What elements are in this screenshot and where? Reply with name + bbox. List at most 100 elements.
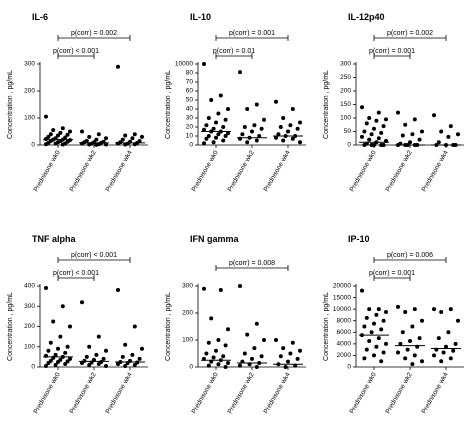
y-tick-label: 200 [24, 323, 35, 330]
data-point [374, 344, 379, 349]
data-point [130, 136, 135, 141]
data-point [140, 134, 144, 139]
data-point [420, 359, 424, 364]
data-point [84, 354, 89, 359]
data-point [94, 137, 99, 142]
data-point [68, 129, 72, 134]
y-tick-label: 20 [186, 124, 194, 131]
data-point [226, 327, 230, 332]
y-tick-label: 200 [340, 88, 351, 95]
data-point [364, 315, 369, 320]
y-tick-label: 250 [340, 74, 351, 81]
data-point [204, 123, 209, 128]
y-tick-label: 10000 [333, 306, 351, 313]
data-point [104, 363, 108, 368]
x-tick-label: Prednisone wk0 [349, 149, 378, 193]
data-point [448, 356, 453, 361]
data-point [288, 351, 293, 356]
data-point [120, 354, 125, 359]
data-point [436, 336, 441, 341]
data-point [96, 334, 101, 339]
data-point [204, 136, 209, 141]
y-tick-label: 50 [186, 97, 194, 104]
data-point [123, 363, 128, 368]
bracket-label: p(corr) = 0.008 [229, 260, 275, 267]
data-point [46, 348, 51, 353]
data-point [80, 129, 84, 134]
data-point [216, 132, 221, 137]
data-point [51, 128, 56, 133]
data-point [381, 318, 386, 323]
y-tick-label: 100 [182, 337, 193, 344]
data-point [53, 352, 58, 357]
data-point [274, 338, 278, 342]
data-point [202, 286, 206, 291]
data-point [376, 110, 381, 115]
data-point [372, 126, 376, 131]
data-point [48, 132, 53, 137]
bracket-label: p(corr) = 0.006 [387, 252, 433, 259]
data-point [218, 288, 223, 293]
bracket-label: p(corr) = 0.001 [369, 48, 415, 55]
data-point [51, 319, 56, 324]
data-point [216, 338, 221, 342]
data-point [80, 300, 84, 305]
data-point [245, 140, 250, 145]
y-tick-label: 15000 [333, 294, 351, 301]
data-point [274, 99, 278, 104]
data-point [362, 324, 367, 329]
data-point [379, 130, 384, 135]
data-point [400, 330, 405, 335]
y-tick-label: 0 [189, 142, 193, 149]
data-point [408, 338, 412, 343]
data-point [238, 284, 242, 288]
data-point [96, 132, 101, 137]
y-tick-label: 0 [189, 364, 193, 371]
y-axis-label: Concentration , pg/mL [323, 70, 330, 139]
data-point [123, 142, 128, 147]
data-point [410, 132, 415, 137]
data-point [446, 330, 451, 335]
data-point [250, 129, 254, 134]
y-tick-label: 100 [24, 115, 35, 122]
y-tick-label: 300 [24, 303, 35, 310]
data-point [396, 110, 400, 115]
data-point [58, 334, 63, 339]
data-point [242, 125, 247, 129]
data-point [80, 141, 84, 146]
data-point [68, 356, 72, 361]
data-point [214, 120, 218, 125]
data-point [46, 360, 51, 365]
data-point [116, 64, 120, 69]
data-point [44, 286, 48, 291]
data-point [211, 140, 216, 145]
data-point [420, 318, 424, 323]
x-tick-label: Prednisone wk0 [349, 371, 378, 415]
x-tick-label: Prednisone wk2 [385, 371, 414, 415]
data-point [362, 143, 367, 147]
data-point [202, 62, 206, 66]
data-point [432, 113, 436, 118]
data-point [214, 135, 218, 140]
y-tick-label: 100 [24, 343, 35, 350]
data-point [456, 132, 460, 137]
bracket-label: p(corr) < 0.001 [71, 252, 117, 259]
data-point [290, 340, 295, 345]
data-point [206, 116, 211, 120]
data-point [87, 134, 92, 139]
data-point [281, 346, 286, 351]
data-point [211, 355, 216, 360]
panel-title: IL-10 [190, 12, 211, 22]
data-point [360, 288, 364, 293]
data-point [104, 142, 108, 147]
data-point [104, 348, 108, 353]
data-point [60, 304, 65, 309]
panel-title: IP-10 [348, 234, 370, 244]
data-point [223, 134, 228, 138]
y-tick-label: 0 [347, 364, 351, 371]
y-tick-label: 200 [182, 310, 193, 317]
data-point [364, 121, 369, 126]
x-tick-label: Prednisone wk0 [191, 371, 220, 415]
y-tick-label: 20000 [333, 283, 351, 290]
data-point [374, 118, 379, 123]
